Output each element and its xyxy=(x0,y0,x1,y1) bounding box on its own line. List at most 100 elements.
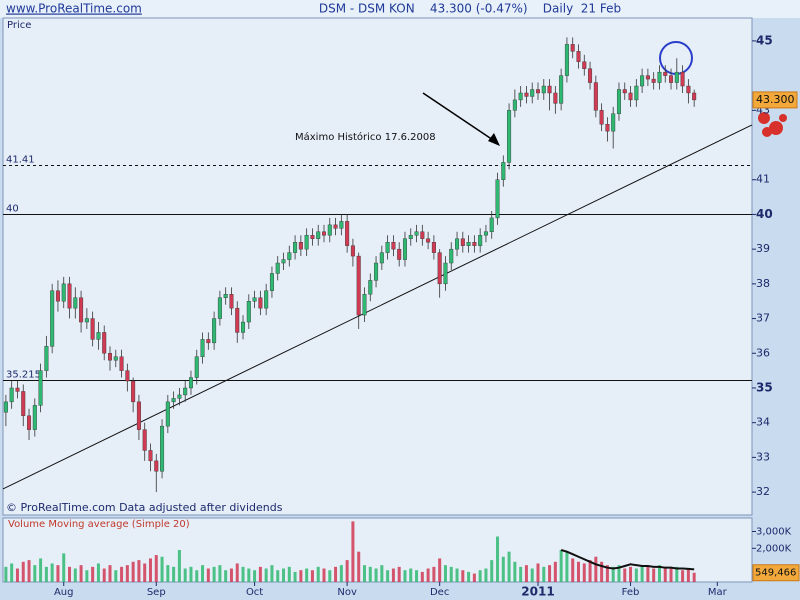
volume-bar xyxy=(305,568,309,582)
volume-bar xyxy=(235,563,239,582)
volume-bar xyxy=(582,563,586,582)
volume-bar xyxy=(472,573,476,582)
volume-bar xyxy=(548,565,552,582)
candle-body xyxy=(107,353,112,361)
candle-body xyxy=(582,61,587,69)
volume-bar xyxy=(438,558,442,582)
volume-bar xyxy=(73,568,77,582)
volume-bar xyxy=(62,553,66,582)
candle-body xyxy=(402,238,407,260)
candle-body xyxy=(281,259,286,264)
volume-bar xyxy=(675,566,679,582)
volume-bar xyxy=(686,568,690,582)
candle-body xyxy=(188,377,193,389)
candle-body xyxy=(478,235,483,246)
volume-bar xyxy=(293,571,297,582)
x-tick-label: 2011 xyxy=(521,585,554,599)
volume-bar xyxy=(594,556,598,582)
candle-body xyxy=(206,339,211,344)
volume-bar xyxy=(212,566,216,582)
candle-body xyxy=(154,460,159,472)
volume-bar xyxy=(154,555,158,582)
candle-body xyxy=(96,332,101,340)
candle-body xyxy=(455,238,460,250)
candle-body xyxy=(622,89,627,94)
arrow xyxy=(422,92,497,143)
volume-bar xyxy=(420,571,424,582)
volume-bar xyxy=(397,566,401,582)
candle-body xyxy=(686,85,691,94)
volume-bar xyxy=(96,563,100,582)
level-label: 41.41 xyxy=(6,155,35,166)
candle-body xyxy=(293,242,298,253)
volume-bar xyxy=(160,556,164,582)
candle-body xyxy=(9,387,14,403)
volume-bar xyxy=(334,566,338,582)
logo xyxy=(758,112,787,137)
candle-body xyxy=(235,307,240,333)
volume-bar xyxy=(640,565,644,582)
volume-bar xyxy=(403,570,407,582)
x-tick-label: Mar xyxy=(708,587,728,598)
candle-body xyxy=(495,179,500,219)
candle-body xyxy=(38,370,43,406)
volume-bar xyxy=(449,566,453,582)
volume-bar xyxy=(415,570,419,582)
volume-bar xyxy=(652,568,656,582)
volume-bar xyxy=(391,568,395,582)
candle-body xyxy=(298,242,303,250)
volume-bar xyxy=(507,551,511,582)
candle-body xyxy=(217,297,222,319)
candle-body xyxy=(3,401,8,413)
volume-bar xyxy=(426,568,430,582)
volume-bar xyxy=(195,570,199,582)
candle-body xyxy=(356,255,361,316)
candle-body xyxy=(397,248,402,260)
volume-bar xyxy=(432,566,436,582)
volume-bar xyxy=(39,558,43,582)
candle-body xyxy=(420,231,425,239)
logo-part xyxy=(779,114,787,122)
candle-body xyxy=(541,85,546,94)
candle-body xyxy=(605,124,610,132)
candle-body xyxy=(160,425,165,472)
level-label: 40 xyxy=(6,203,19,214)
candle-body xyxy=(408,235,413,239)
candle-body xyxy=(536,89,541,94)
volume-bar xyxy=(108,565,112,582)
candle-body xyxy=(131,380,136,403)
candle-body xyxy=(55,290,60,302)
candle-body xyxy=(460,238,465,246)
y-tick-label: 38 xyxy=(756,277,770,290)
candle-body xyxy=(553,92,558,104)
candle-body xyxy=(674,71,679,83)
candle-body xyxy=(611,113,616,132)
candle-body xyxy=(472,242,477,246)
volume-bar xyxy=(172,566,176,582)
volume-bar xyxy=(588,560,592,582)
volume-bar xyxy=(328,570,332,582)
volume-bar xyxy=(4,566,8,582)
volume-bar xyxy=(253,570,257,582)
candle-body xyxy=(588,68,593,83)
volume-bar xyxy=(299,570,303,582)
volume-bar xyxy=(68,566,72,582)
volume-bar xyxy=(669,568,673,582)
volume-bar xyxy=(374,568,378,582)
level-label: 35.215 xyxy=(6,370,41,381)
volume-bar xyxy=(224,570,228,582)
volume-bar xyxy=(600,561,604,582)
candle-body xyxy=(333,224,338,229)
volume-tag-label: 549,466 xyxy=(755,568,796,579)
volume-bar xyxy=(380,565,384,582)
volume-bar xyxy=(322,568,326,582)
site-link[interactable]: www.ProRealTime.com xyxy=(6,2,142,16)
volume-bar xyxy=(241,566,245,582)
candle-body xyxy=(628,92,633,101)
candle-body xyxy=(576,51,581,62)
volume-bar xyxy=(553,561,557,582)
volume-bar xyxy=(316,566,320,582)
volume-bar xyxy=(206,568,210,582)
candle-body xyxy=(15,387,20,392)
volume-bar xyxy=(247,568,251,582)
